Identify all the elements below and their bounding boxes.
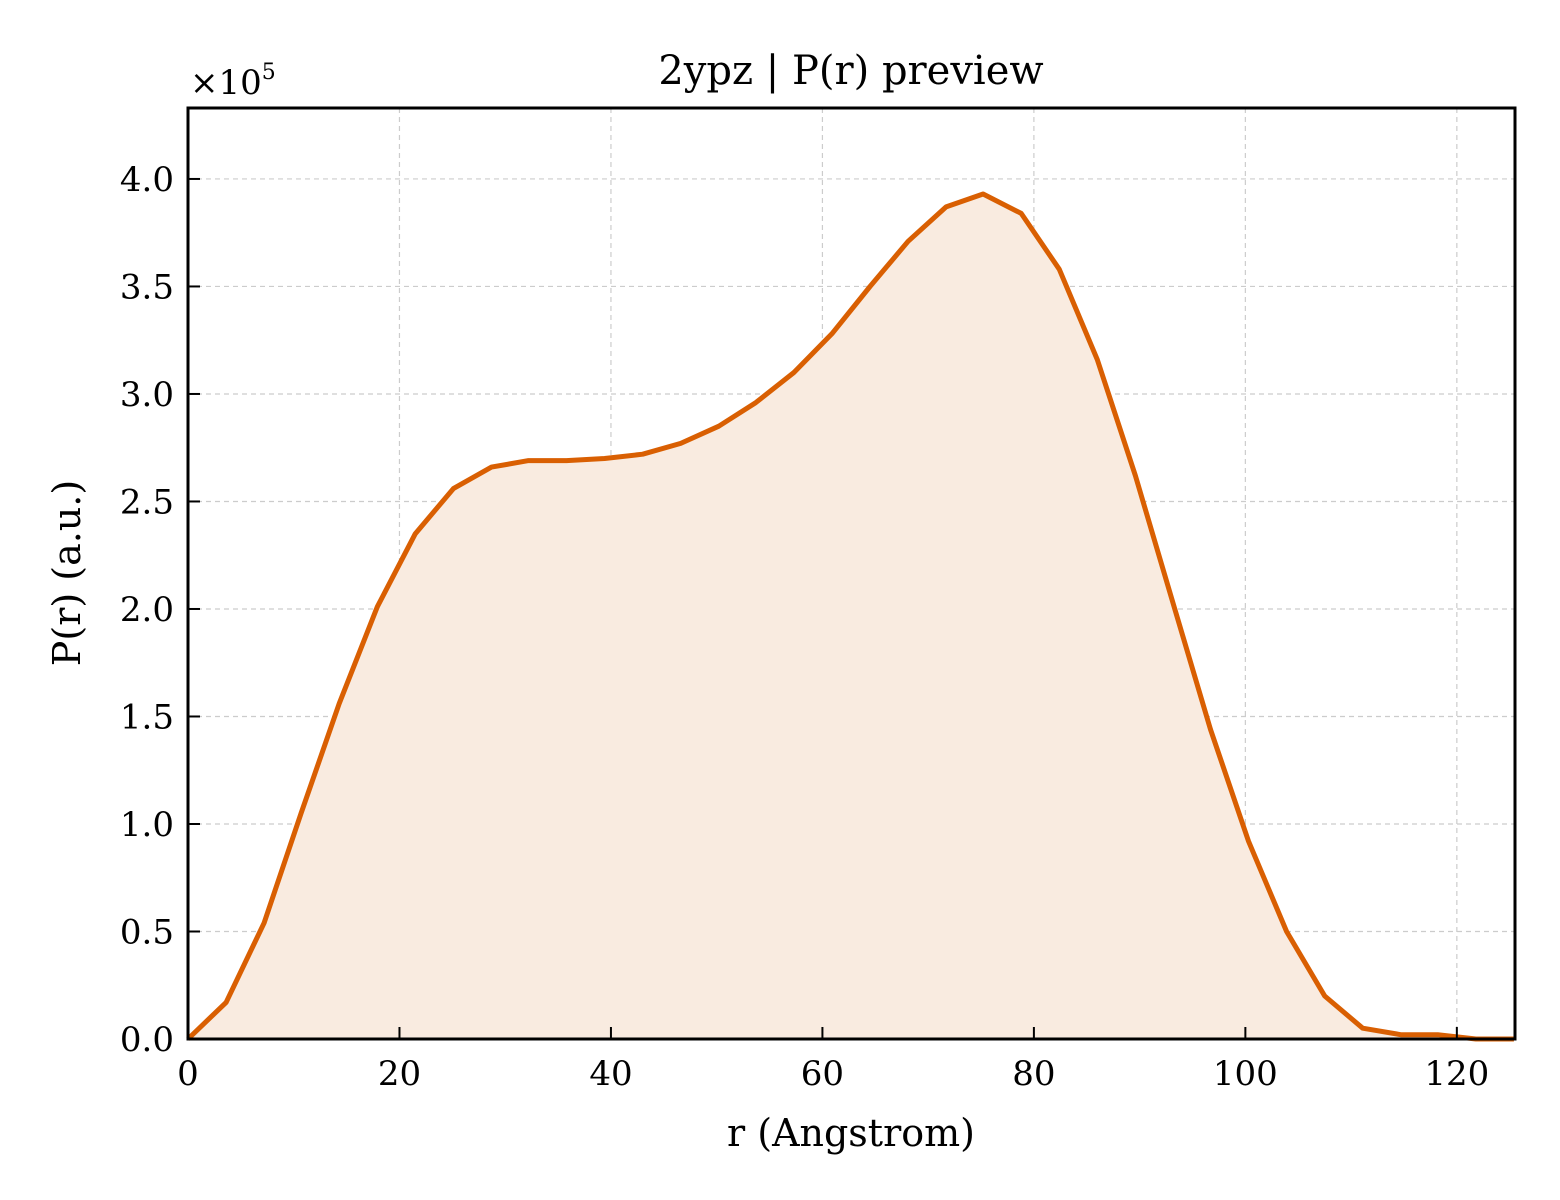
- y-tick-label: 3.0: [120, 375, 174, 415]
- y-tick-label: 0.0: [120, 1020, 174, 1060]
- y-tick-label: 0.5: [120, 912, 174, 952]
- pr-curve-line: [186, 191, 1514, 1042]
- y-scale-multiplier: ×105: [190, 60, 276, 103]
- y-tick-label: 1.5: [120, 697, 174, 737]
- y-tick-label: 1.0: [120, 805, 174, 845]
- x-tick-label: 0: [177, 1054, 199, 1094]
- y-tick-label: 2.5: [120, 482, 174, 522]
- y-tick-label: 4.0: [120, 160, 174, 200]
- x-tick-label: 60: [801, 1054, 844, 1094]
- y-tick-label: 3.5: [120, 267, 174, 307]
- pr-area-fill: [188, 194, 1514, 1039]
- y-scale-exponent: 5: [262, 60, 276, 85]
- x-axis-label: r (Angstrom): [727, 1111, 975, 1155]
- y-axis-label: P(r) (a.u.): [45, 480, 89, 666]
- x-tick-label: 20: [378, 1054, 421, 1094]
- plot-frame: [186, 106, 1517, 1041]
- x-tick-label: 80: [1012, 1054, 1055, 1094]
- x-tick-label: 40: [589, 1054, 632, 1094]
- x-tick-label: 120: [1424, 1054, 1489, 1094]
- x-tick-label: 100: [1213, 1054, 1278, 1094]
- y-tick-label: 2.0: [120, 590, 174, 630]
- y-scale-base: ×10: [190, 63, 262, 103]
- chart-title: 2ypz | P(r) preview: [658, 48, 1043, 94]
- tick-layer: 0 20 40 60 80 100 120 0.0 0.5 1.0 1.5 2.0 2.5 3.0 3.5 4…: [120, 160, 1489, 1094]
